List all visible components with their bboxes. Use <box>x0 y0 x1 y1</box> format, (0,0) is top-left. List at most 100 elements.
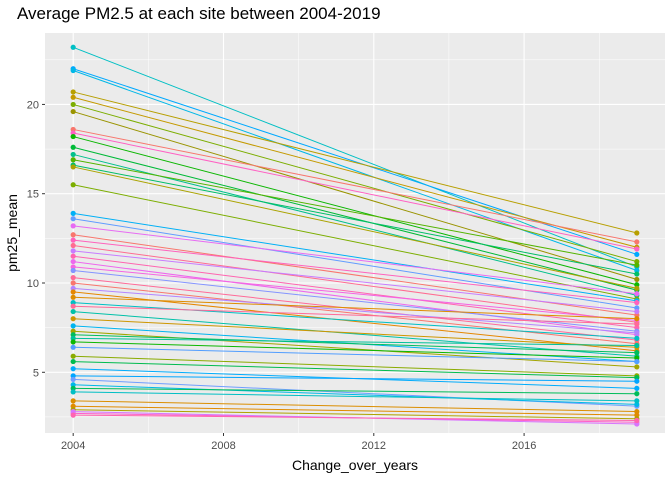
series-line <box>73 250 637 313</box>
series-39 <box>70 332 640 356</box>
series-13 <box>70 157 640 268</box>
series-line <box>73 166 637 289</box>
series-24 <box>70 253 640 331</box>
data-point <box>634 262 640 268</box>
series-15 <box>70 164 640 291</box>
series-line <box>73 225 637 295</box>
series-line <box>73 91 637 234</box>
data-point <box>634 391 640 397</box>
x-tick-label: 2004 <box>61 440 85 452</box>
series-line <box>73 255 637 329</box>
series-52 <box>70 403 640 418</box>
series-line <box>73 159 637 266</box>
data-point <box>634 291 640 297</box>
series-line <box>73 355 637 377</box>
series-line <box>73 132 637 250</box>
data-point <box>70 242 76 249</box>
series-line <box>73 153 637 296</box>
y-tick-label: 5 <box>33 367 39 379</box>
data-point <box>634 316 640 322</box>
data-point <box>634 335 640 341</box>
data-point <box>70 264 76 270</box>
data-point <box>634 305 640 311</box>
data-point <box>634 251 640 258</box>
y-axis-title: pm25_mean <box>4 194 20 272</box>
data-point <box>70 151 76 158</box>
data-point <box>634 282 640 288</box>
data-point <box>70 275 76 281</box>
data-point <box>70 289 76 295</box>
data-point <box>634 300 640 306</box>
series-9 <box>70 130 640 252</box>
series-8 <box>70 126 640 245</box>
data-point <box>634 358 640 365</box>
series-line <box>73 212 637 302</box>
series-3 <box>70 67 640 274</box>
series-4 <box>70 89 640 236</box>
series-line <box>73 387 637 395</box>
data-point <box>634 239 640 245</box>
data-point <box>634 378 640 384</box>
data-point <box>70 398 76 404</box>
data-point <box>70 258 76 265</box>
series-line <box>73 184 637 300</box>
series-line <box>73 409 637 420</box>
series-49 <box>70 385 640 397</box>
data-point <box>70 216 76 222</box>
series-line <box>73 46 637 268</box>
series-50 <box>70 389 640 404</box>
series-line <box>73 334 637 354</box>
data-point <box>70 44 76 50</box>
data-point <box>70 335 76 341</box>
data-point <box>634 385 640 391</box>
data-point <box>70 316 76 322</box>
y-tick-label: 15 <box>27 189 39 201</box>
data-point <box>634 417 640 424</box>
series-line <box>73 111 637 280</box>
series-line <box>73 311 637 357</box>
y-tick-label: 10 <box>27 278 39 290</box>
series-line <box>73 400 637 413</box>
data-point <box>70 389 76 395</box>
data-point <box>70 144 76 150</box>
series-32 <box>70 294 640 322</box>
x-tick-label: 2008 <box>211 440 235 452</box>
series-line <box>73 391 637 402</box>
data-point <box>634 350 640 356</box>
series-48 <box>70 382 640 408</box>
series-line <box>73 282 637 345</box>
tick-labels: 2004 2008 2012 2016 5 10 15 20 <box>27 99 537 452</box>
series-line <box>73 337 637 346</box>
series-line <box>73 146 637 291</box>
data-point <box>634 330 640 336</box>
series-23 <box>70 248 640 315</box>
data-point <box>70 133 76 140</box>
series-line <box>73 245 637 323</box>
series-line <box>73 375 637 382</box>
series-43 <box>70 353 640 379</box>
x-axis-title: Change_over_years <box>292 457 418 473</box>
data-point <box>70 376 76 383</box>
data-point <box>634 408 640 415</box>
data-point <box>70 210 76 216</box>
series-line <box>73 103 637 263</box>
grid-minor <box>45 33 665 433</box>
data-point <box>70 328 76 334</box>
x-tick-label: 2016 <box>512 440 536 452</box>
series-6 <box>70 101 640 265</box>
data-point <box>634 398 640 404</box>
data-point <box>70 339 76 345</box>
series-7 <box>70 108 640 283</box>
x-tick-label: 2012 <box>362 440 386 452</box>
data-point <box>70 358 76 365</box>
series-line <box>73 291 637 352</box>
series-46 <box>70 373 640 384</box>
data-point <box>70 89 76 95</box>
data-point <box>70 157 76 163</box>
data-point <box>634 364 640 370</box>
series-40 <box>70 335 640 349</box>
data-point <box>634 271 640 277</box>
series-42 <box>70 344 640 365</box>
series-line <box>73 305 637 325</box>
